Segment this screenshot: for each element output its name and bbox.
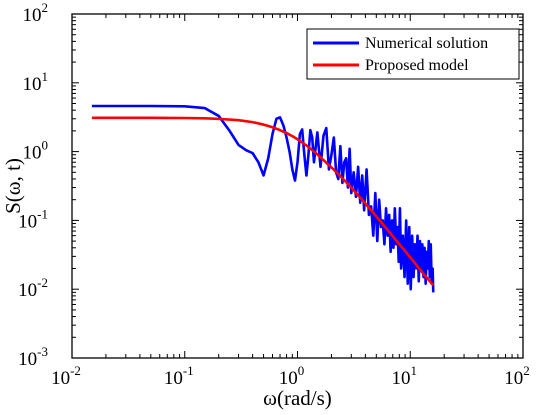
series-line-proposed bbox=[91, 116, 435, 287]
x-tick-labels: 10-2 10-1 100 101 102 bbox=[51, 363, 530, 389]
y-tick-label: 101 bbox=[23, 69, 49, 95]
x-tick-label: 10-2 bbox=[51, 363, 81, 389]
legend: Numerical solution Proposed model bbox=[306, 28, 520, 80]
x-tick-label: 100 bbox=[279, 363, 305, 389]
x-axis-label: ω(rad/s) bbox=[263, 386, 332, 410]
ticks-layer bbox=[71, 13, 524, 359]
x-tick-label: 10-1 bbox=[164, 363, 194, 389]
y-axis-label: S(ω, t) bbox=[1, 158, 25, 214]
legend-label-proposed: Proposed model bbox=[365, 57, 469, 74]
y-tick-label: 10-2 bbox=[18, 275, 48, 301]
series-line-numerical bbox=[91, 104, 435, 293]
y-tick-label: 100 bbox=[23, 138, 49, 164]
plot-area bbox=[71, 13, 524, 359]
x-tick-label: 102 bbox=[504, 363, 530, 389]
y-tick-label: 102 bbox=[23, 0, 49, 26]
legend-box bbox=[306, 28, 520, 80]
y-tick-label: 10-3 bbox=[18, 344, 48, 370]
y-tick-label: 10-1 bbox=[18, 206, 48, 232]
series-layer bbox=[91, 104, 435, 293]
legend-label-numerical: Numerical solution bbox=[365, 35, 488, 52]
x-tick-label: 101 bbox=[392, 363, 418, 389]
y-tick-labels: 10-3 10-2 10-1 100 101 102 bbox=[18, 0, 48, 370]
